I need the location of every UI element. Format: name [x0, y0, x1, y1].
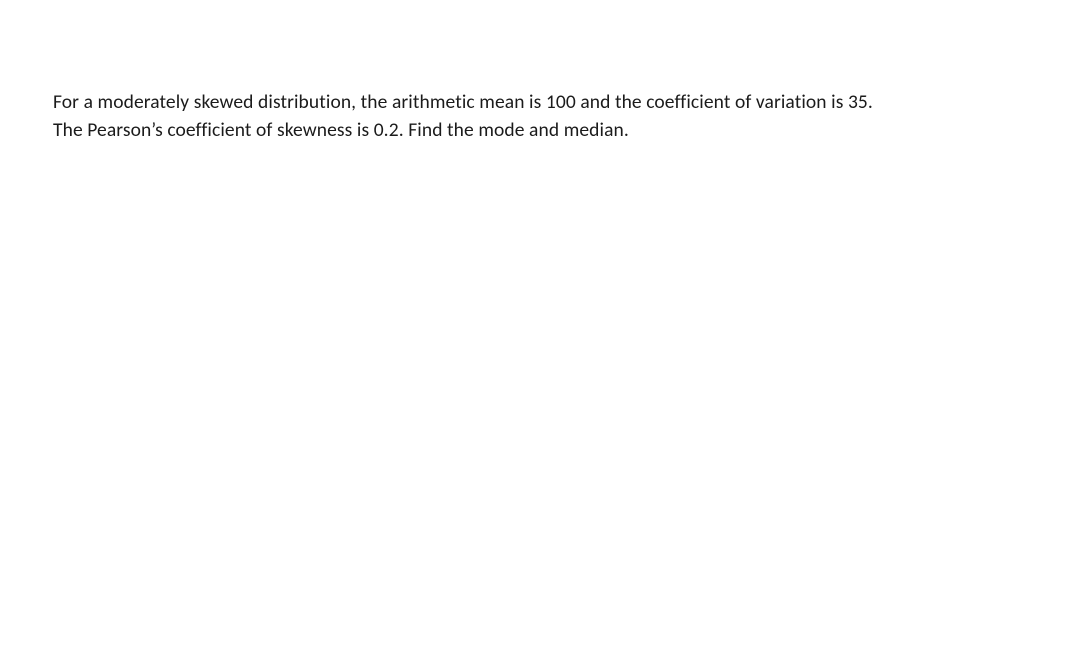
- problem-line-2: The Pearson’s coefficient of skewness is…: [53, 118, 629, 142]
- problem-statement: For a moderately skewed distribution, th…: [53, 88, 1027, 145]
- document-page: For a moderately skewed distribution, th…: [0, 0, 1080, 651]
- problem-line-1: For a moderately skewed distribution, th…: [53, 90, 873, 114]
